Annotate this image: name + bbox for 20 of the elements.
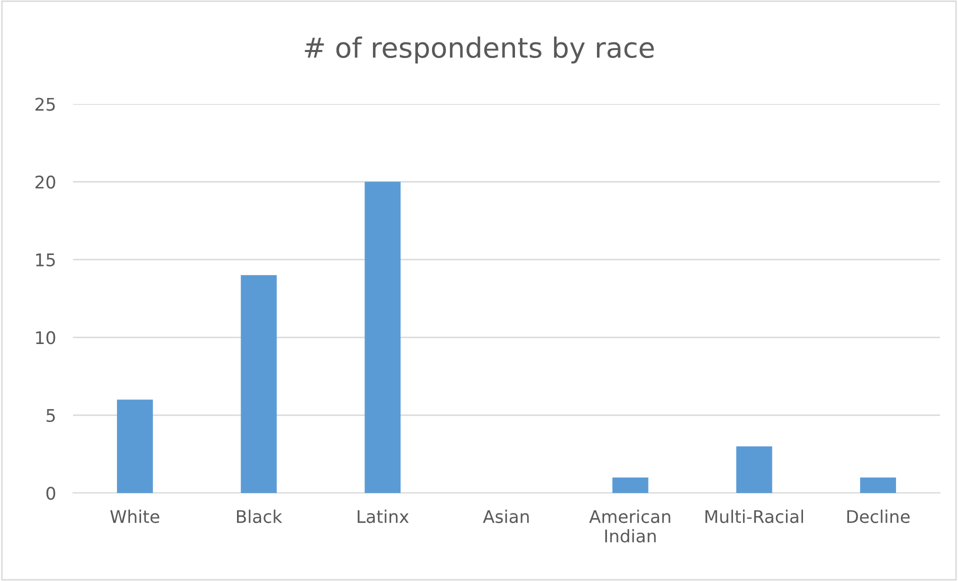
- x-tick-label: Asian: [482, 510, 529, 524]
- y-tick-label: 10: [36, 331, 56, 344]
- x-tick-label: Latinx: [358, 510, 409, 524]
- x-tick-label: White: [110, 510, 160, 524]
- bar: [364, 182, 401, 493]
- bar: [860, 477, 896, 493]
- y-tick-label: 15: [36, 254, 55, 266]
- y-tick-label: 25: [36, 98, 55, 111]
- x-tick-label: American Indian: [589, 510, 670, 543]
- y-tick-label: 0: [46, 486, 56, 500]
- bar: [240, 275, 277, 493]
- x-tick-label: Black: [237, 510, 282, 524]
- x-tick-label: Decline: [847, 510, 910, 524]
- chart-title: # of respondents by race: [304, 36, 654, 64]
- bar: [612, 477, 648, 493]
- y-tick-label: 5: [46, 409, 55, 422]
- bar: [736, 446, 772, 493]
- x-tick-label: Multi-Racial: [705, 510, 804, 524]
- bar: [116, 400, 153, 493]
- y-tick-label: 20: [36, 176, 56, 189]
